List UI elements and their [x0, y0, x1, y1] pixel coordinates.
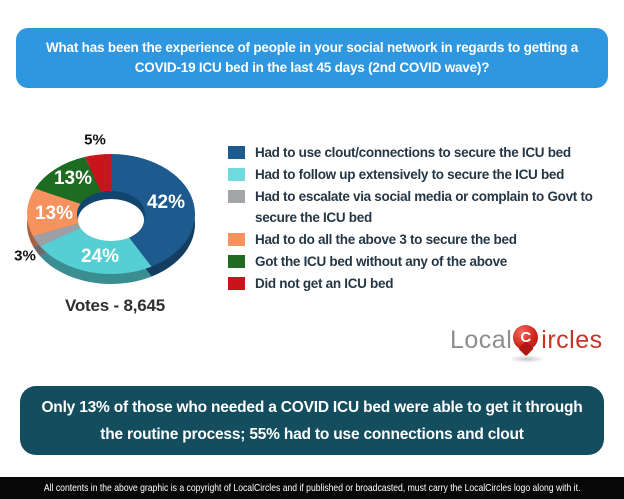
- legend-label: Had to do all the above 3 to secure the …: [255, 232, 517, 247]
- legend-swatch: [228, 190, 245, 203]
- pin-shadow: [508, 354, 545, 363]
- slice-labels: 42% 24% 3% 13% 13% 5%: [10, 128, 220, 304]
- legend-item: Had to do all the above 3 to secure the …: [228, 229, 620, 250]
- legend-label: Had to follow up extensively to secure t…: [255, 167, 565, 182]
- question-text: What has been the experience of people i…: [45, 40, 579, 75]
- legend-item: Got the ICU bed without any of the above: [228, 251, 620, 272]
- logo-text-circles: ircles: [541, 325, 603, 354]
- logo-text-local: Local: [450, 325, 513, 354]
- copyright-bar: All contents in the above graphic is a c…: [0, 477, 624, 499]
- legend-label: Had to escalate via social media or comp…: [255, 189, 593, 225]
- logo-pin-icon: C: [508, 324, 545, 363]
- donut-chart: [26, 154, 196, 284]
- slice-label: 3%: [14, 247, 36, 265]
- slice-label: 13%: [53, 168, 93, 189]
- legend: Had to use clout/connections to secure t…: [228, 142, 620, 295]
- legend-swatch: [228, 255, 245, 268]
- legend-item: Did not get an ICU bed: [228, 273, 620, 294]
- slice-label: 42%: [146, 192, 186, 213]
- legend-label: Had to use clout/connections to secure t…: [255, 145, 571, 160]
- legend-item: Had to follow up extensively to secure t…: [228, 164, 620, 185]
- legend-item: Had to escalate via social media or comp…: [228, 186, 620, 228]
- summary-banner: Only 13% of those who needed a COVID ICU…: [20, 386, 604, 455]
- summary-text: Only 13% of those who needed a COVID ICU…: [41, 398, 583, 443]
- copyright-text: All contents in the above graphic is a c…: [43, 482, 581, 494]
- legend-swatch: [228, 146, 245, 159]
- localcircles-logo: Local C ircles: [450, 320, 603, 363]
- votes-label: Votes - 8,645: [64, 296, 166, 315]
- pin-circle: C: [513, 324, 539, 350]
- slice-label: 13%: [34, 203, 74, 224]
- legend-swatch: [228, 277, 245, 290]
- slice-label: 5%: [84, 131, 106, 149]
- legend-label: Did not get an ICU bed: [255, 276, 394, 291]
- legend-swatch: [228, 233, 245, 246]
- legend-label: Got the ICU bed without any of the above: [255, 254, 508, 269]
- donut-chart-area: 42% 24% 3% 13% 13% 5% Votes - 8,645: [10, 128, 220, 328]
- pin-letter: C: [520, 328, 532, 346]
- legend-swatch: [228, 168, 245, 181]
- question-banner: What has been the experience of people i…: [16, 28, 608, 88]
- slice-label: 24%: [80, 246, 120, 267]
- legend-item: Had to use clout/connections to secure t…: [228, 142, 620, 163]
